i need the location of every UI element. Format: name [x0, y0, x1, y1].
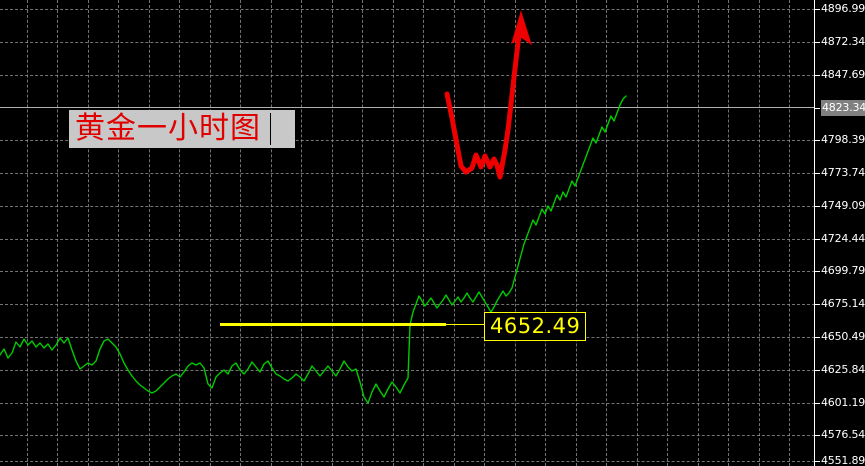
- gridline-horizontal: [0, 206, 815, 207]
- gridline-horizontal: [0, 173, 815, 174]
- gridline-vertical: [454, 0, 455, 466]
- tick-dash-icon: [815, 434, 820, 436]
- price-tick: 4625.84: [815, 363, 865, 377]
- gridline-vertical: [57, 0, 58, 466]
- tick-dash-icon: [815, 74, 820, 76]
- gridline-vertical: [88, 0, 89, 466]
- price-tick: 4699.79: [815, 264, 865, 278]
- gridline-vertical: [301, 0, 302, 466]
- forecast-arrowhead: [511, 10, 532, 46]
- price-axis[interactable]: 4896.99 4872.34 4847.69 4823.34 4798.39 …: [814, 0, 865, 466]
- support-level-leader: [446, 324, 484, 325]
- gridline-horizontal: [0, 435, 815, 436]
- chart-title-text: 黄金一小时图: [75, 111, 261, 146]
- gridline-horizontal: [0, 403, 815, 404]
- tick-dash-icon: [815, 41, 820, 43]
- price-tick: 4576.54: [815, 428, 865, 442]
- gridline-horizontal: [0, 9, 815, 10]
- price-tick: 4872.34: [815, 35, 865, 49]
- gridline-vertical: [576, 0, 577, 466]
- tick-dash-icon: [815, 336, 820, 338]
- gridline-vertical: [27, 0, 28, 466]
- price-tick: 4773.74: [815, 166, 865, 180]
- price-tick: 4650.49: [815, 330, 865, 344]
- gridline-horizontal: [0, 140, 815, 141]
- gridline-vertical: [728, 0, 729, 466]
- price-tick: 4847.69: [815, 68, 865, 82]
- price-tick: 4551.89: [815, 454, 865, 466]
- gridline-horizontal: [0, 337, 815, 338]
- tick-dash-icon: [815, 8, 820, 10]
- gridline-vertical: [484, 0, 485, 466]
- gridline-horizontal: [0, 304, 815, 305]
- tick-dash-icon: [815, 402, 820, 404]
- gridline-vertical: [210, 0, 211, 466]
- tick-dash-icon: [815, 238, 820, 240]
- gridline-vertical: [271, 0, 272, 466]
- gridline-vertical: [240, 0, 241, 466]
- title-text-caret: [270, 113, 271, 145]
- price-tick: 4675.14: [815, 297, 865, 311]
- gridline-horizontal: [0, 42, 815, 43]
- tick-dash-icon: [815, 303, 820, 305]
- price-line-green: [0, 95, 627, 404]
- tick-dash-icon: [815, 460, 820, 462]
- gridline-vertical: [606, 0, 607, 466]
- current-price-tick: 4823.34: [815, 100, 865, 116]
- gridline-vertical: [332, 0, 333, 466]
- gridline-vertical: [149, 0, 150, 466]
- price-tick: 4601.19: [815, 396, 865, 410]
- gridline-vertical: [118, 0, 119, 466]
- gridline-vertical: [393, 0, 394, 466]
- gridline-horizontal: [0, 370, 815, 371]
- gridline-vertical: [362, 0, 363, 466]
- support-level-line: [220, 323, 446, 326]
- chart-title-badge: 黄金一小时图: [69, 110, 295, 148]
- tick-dash-icon: [815, 369, 820, 371]
- forecast-annotation-svg: [444, 10, 532, 180]
- tick-dash-icon: [815, 270, 820, 272]
- tick-dash-icon: [815, 172, 820, 174]
- price-series-svg: [0, 95, 627, 404]
- gridline-vertical: [667, 0, 668, 466]
- gridline-horizontal: [0, 75, 815, 76]
- gridline-vertical: [423, 0, 424, 466]
- gridline-vertical: [637, 0, 638, 466]
- gridline-vertical: [759, 0, 760, 466]
- gridline-vertical: [545, 0, 546, 466]
- price-tick: 4896.99: [815, 2, 865, 16]
- tick-dash-icon: [815, 139, 820, 141]
- gridline-horizontal: [0, 239, 815, 240]
- plot-area[interactable]: 黄金一小时图: [0, 0, 815, 466]
- tick-dash-icon: [815, 205, 820, 207]
- gridline-vertical: [698, 0, 699, 466]
- gridline-horizontal: [0, 271, 815, 272]
- gridline-vertical: [179, 0, 180, 466]
- support-level-label: 4652.49: [484, 312, 587, 341]
- tick-dash-icon: [815, 107, 820, 109]
- gridline-horizontal: [0, 461, 815, 462]
- price-tick: 4749.09: [815, 199, 865, 213]
- price-tick: 4798.39: [815, 133, 865, 147]
- gridline-vertical: [789, 0, 790, 466]
- price-tick: 4724.44: [815, 232, 865, 246]
- forecast-path: [444, 32, 522, 180]
- current-price-line: [0, 107, 815, 108]
- gridline-vertical: [515, 0, 516, 466]
